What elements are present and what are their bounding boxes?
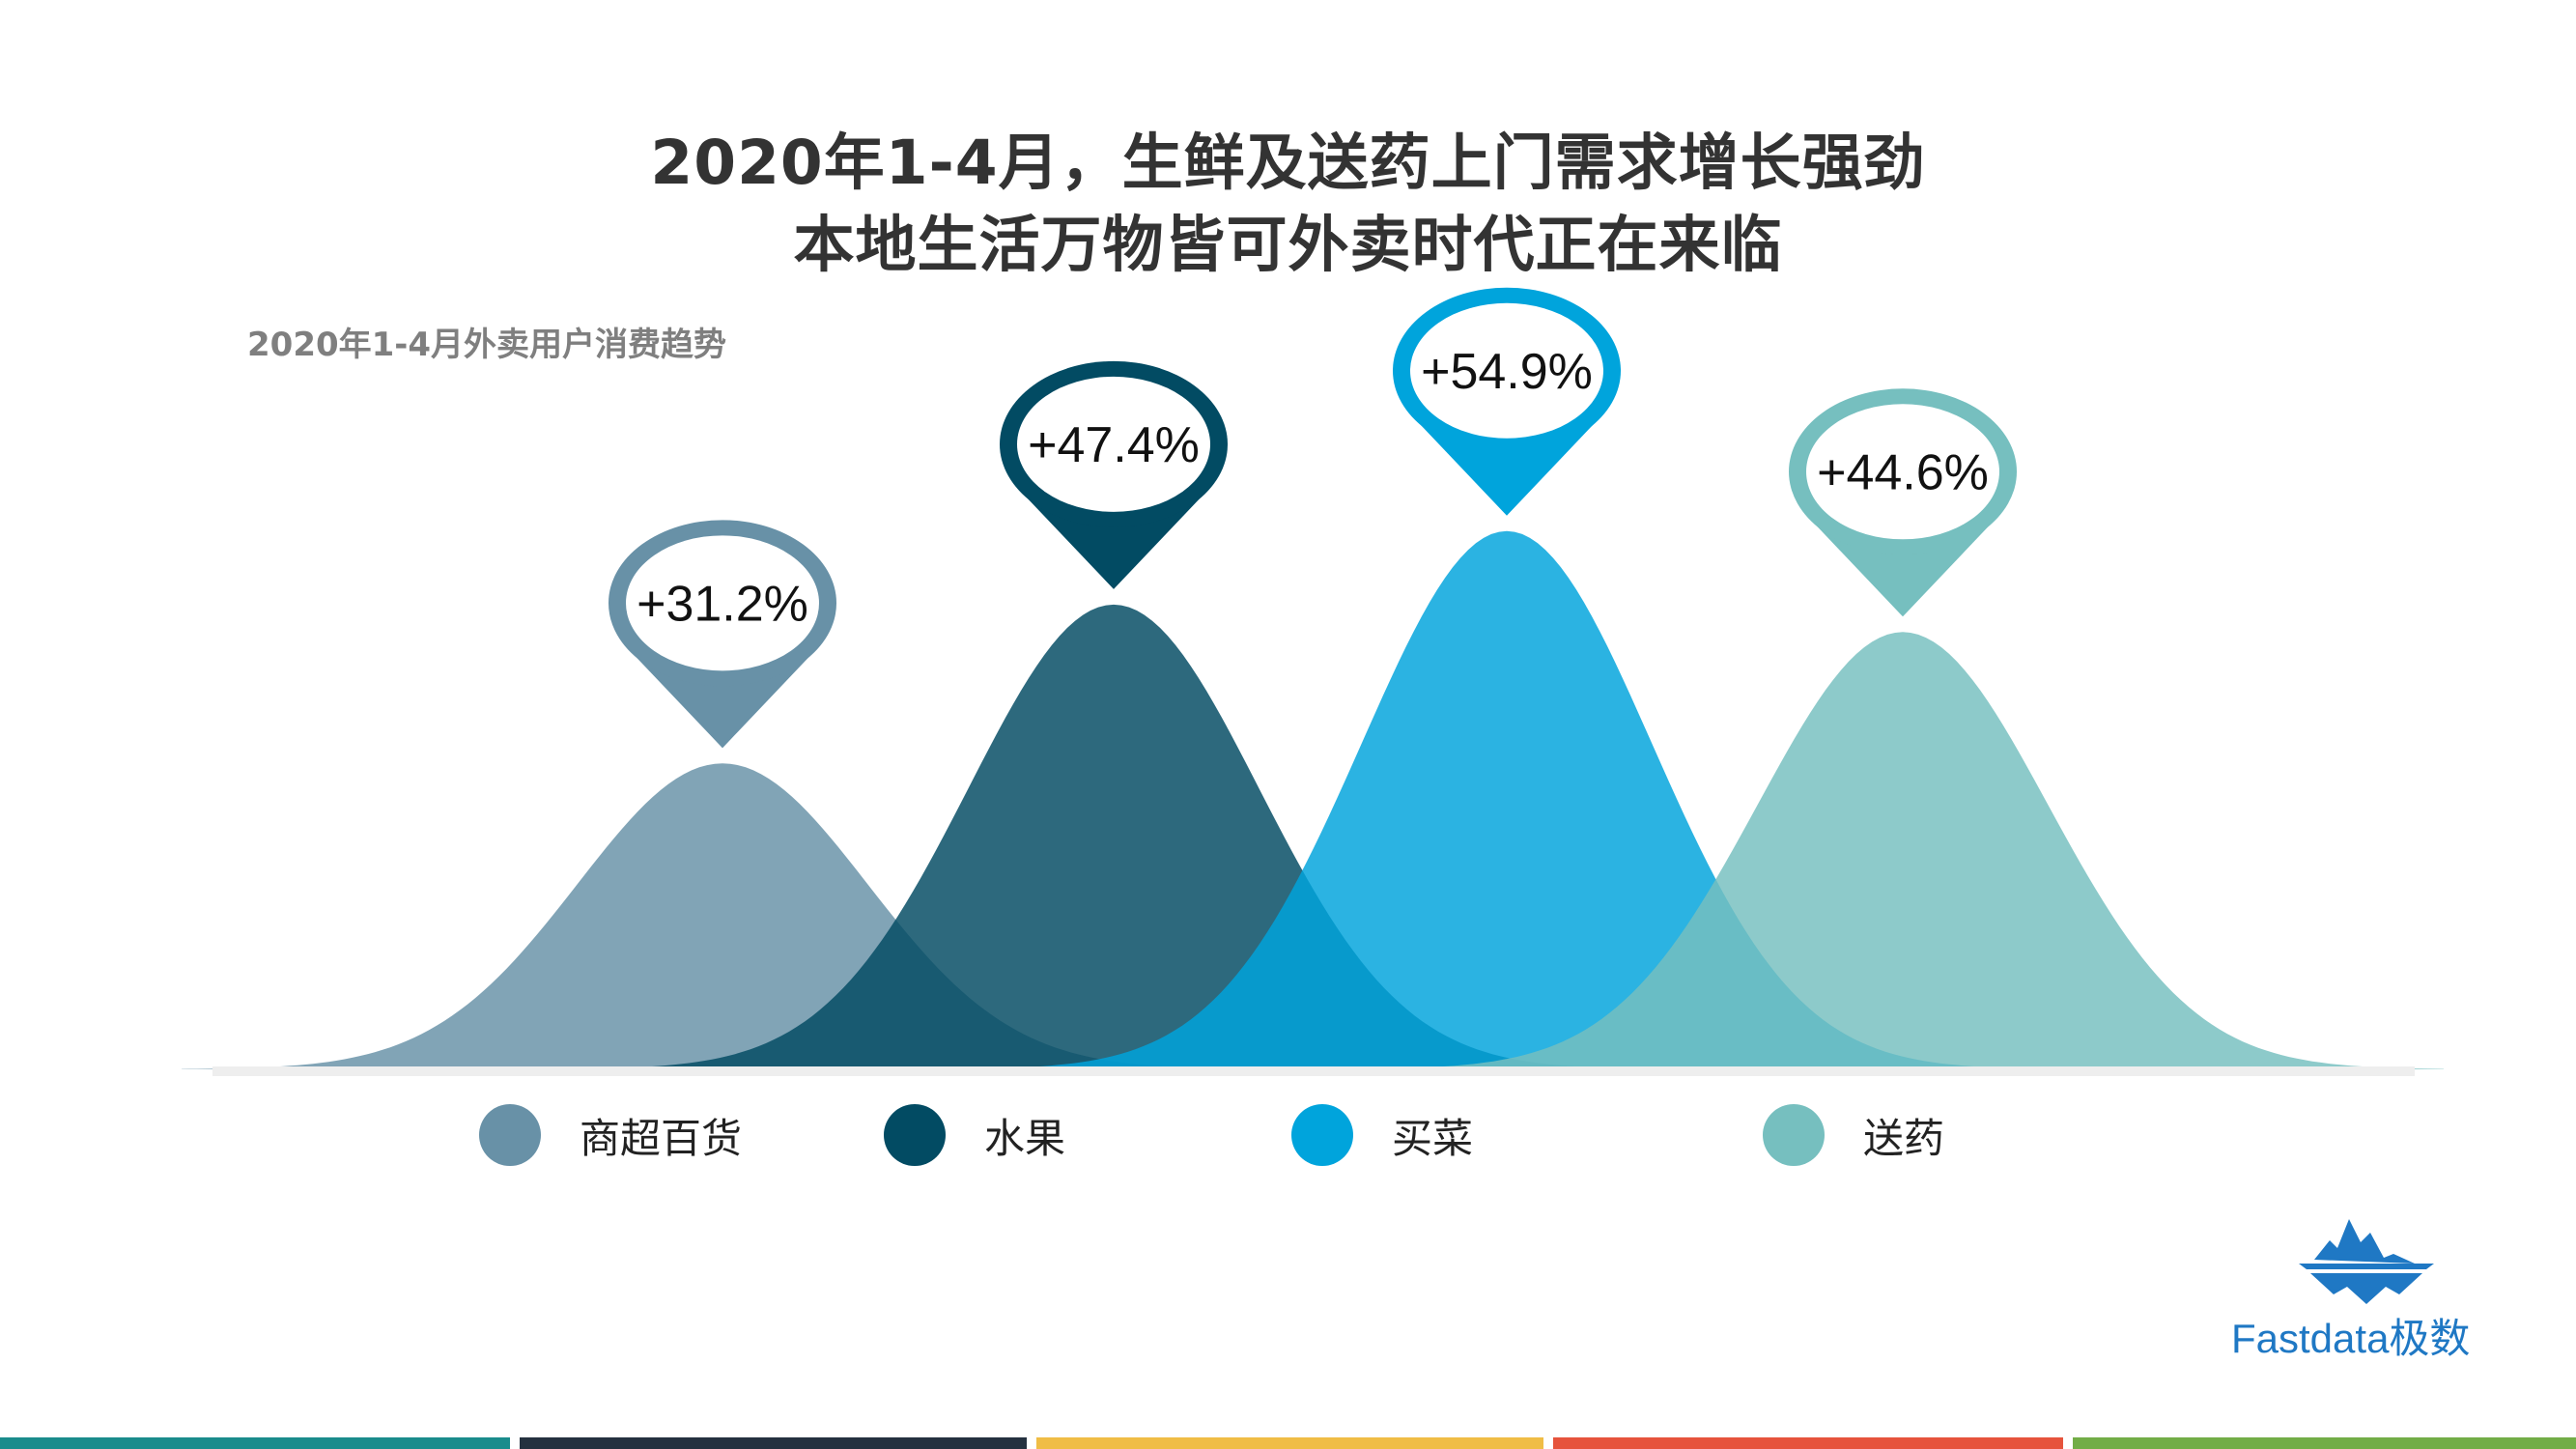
bottom-bar-3 bbox=[1036, 1437, 1543, 1449]
data-label: +44.6% bbox=[1817, 444, 1989, 500]
pin-bubble-inner bbox=[1017, 376, 1210, 512]
page-title-line-2: 本地生活万物皆可外卖时代正在来临 bbox=[793, 210, 1783, 280]
peak-area-2 bbox=[966, 530, 2048, 1069]
value-pin-1: +47.4% bbox=[1000, 360, 1228, 589]
legend-label: 买菜 bbox=[1392, 1114, 1474, 1162]
peak-area-3 bbox=[1362, 632, 2444, 1069]
value-pin-0: +31.2% bbox=[609, 520, 836, 749]
bottom-bar-1 bbox=[0, 1437, 510, 1449]
bottom-bar-4 bbox=[1553, 1437, 2063, 1449]
data-label: +47.4% bbox=[1028, 417, 1200, 473]
brand-logo-text: Fastdata极数 bbox=[2231, 1316, 2471, 1361]
value-pin-3: +44.6% bbox=[1789, 388, 2017, 617]
peak-area-0 bbox=[182, 763, 1263, 1069]
legend-swatch bbox=[1763, 1104, 1825, 1166]
pin-bubble-inner bbox=[626, 535, 819, 671]
pin-bubble-inner bbox=[1410, 302, 1603, 439]
value-pin-2: +54.9% bbox=[1393, 287, 1621, 516]
legend-item-1: 水果 bbox=[884, 1101, 1065, 1169]
pin-bubble-inner bbox=[1806, 404, 1999, 540]
iceberg-logo-icon bbox=[2299, 1219, 2434, 1304]
legend-label: 送药 bbox=[1863, 1114, 1945, 1162]
chart-baseline bbox=[212, 1066, 2415, 1076]
peak-area-1 bbox=[573, 604, 1655, 1069]
legend-label: 商超百货 bbox=[580, 1114, 743, 1162]
bottom-bar-2 bbox=[520, 1437, 1027, 1449]
legend-label: 水果 bbox=[984, 1114, 1066, 1162]
legend-swatch bbox=[1291, 1104, 1353, 1166]
chart-pins: +31.2% +47.4% +54.9% +44.6% bbox=[609, 287, 2017, 749]
legend-item-3: 送药 bbox=[1763, 1101, 1944, 1169]
legend-item-2: 买菜 bbox=[1291, 1101, 1473, 1169]
legend-swatch bbox=[479, 1104, 541, 1166]
chart-peaks bbox=[182, 530, 2444, 1069]
data-label: +31.2% bbox=[637, 576, 808, 632]
chart-subtitle: 2020年1-4月外卖用户消费趋势 bbox=[247, 326, 727, 364]
legend-item-0: 商超百货 bbox=[479, 1101, 742, 1169]
bottom-bar-5 bbox=[2073, 1437, 2576, 1449]
data-label: +54.9% bbox=[1421, 344, 1593, 400]
legend-swatch bbox=[884, 1104, 946, 1166]
page-title-line-1: 2020年1-4月，生鲜及送药上门需求增长强劲 bbox=[650, 128, 1926, 198]
